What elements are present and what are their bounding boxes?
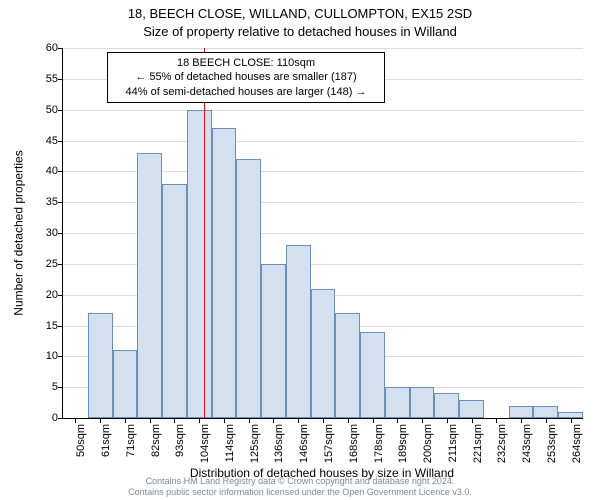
xtick-mark [472,418,473,423]
xtick-mark [125,418,126,423]
ytick-label: 15 [8,320,58,332]
ytick-mark [58,418,63,419]
ytick-label: 30 [8,227,58,239]
bar [187,110,212,418]
chart-container: 18, BEECH CLOSE, WILLAND, CULLOMPTON, EX… [0,0,600,500]
ytick-label: 45 [8,135,58,147]
xtick-mark [571,418,572,423]
gridline [63,110,583,111]
xtick-mark [150,418,151,423]
bar [311,289,336,419]
bar [261,264,286,418]
ytick-label: 20 [8,289,58,301]
xtick-mark [521,418,522,423]
bar [410,387,435,418]
bar [533,406,558,418]
xtick-mark [298,418,299,423]
chart-title-sub: Size of property relative to detached ho… [0,24,600,39]
chart-title-main: 18, BEECH CLOSE, WILLAND, CULLOMPTON, EX… [0,6,600,21]
bar [509,406,534,418]
ytick-label: 55 [8,73,58,85]
ytick-mark [58,141,63,142]
callout-line2: ← 55% of detached houses are smaller (18… [114,70,378,84]
callout-line1: 18 BEECH CLOSE: 110sqm [114,56,378,70]
xtick-mark [224,418,225,423]
xtick-mark [323,418,324,423]
ytick-label: 10 [8,350,58,362]
ytick-mark [58,202,63,203]
bar [459,400,484,419]
xtick-mark [75,418,76,423]
bar [360,332,385,418]
bar [236,159,261,418]
xtick-mark [546,418,547,423]
ytick-mark [58,356,63,357]
plot-area: 50sqm61sqm71sqm82sqm93sqm104sqm114sqm125… [62,48,583,419]
xtick-mark [496,418,497,423]
callout-box: 18 BEECH CLOSE: 110sqm ← 55% of detached… [107,52,385,103]
ytick-mark [58,110,63,111]
ytick-mark [58,233,63,234]
bar [335,313,360,418]
ytick-label: 40 [8,165,58,177]
bar [286,245,311,418]
xtick-mark [273,418,274,423]
xtick-mark [348,418,349,423]
xtick-mark [249,418,250,423]
ytick-mark [58,48,63,49]
bar [434,393,459,418]
ytick-label: 5 [8,381,58,393]
callout-line3: 44% of semi-detached houses are larger (… [114,85,378,99]
bar [88,313,113,418]
xtick-mark [199,418,200,423]
ytick-mark [58,171,63,172]
xtick-mark [100,418,101,423]
ytick-label: 25 [8,258,58,270]
xtick-mark [373,418,374,423]
ytick-label: 60 [8,42,58,54]
ytick-mark [58,295,63,296]
bar [113,350,138,418]
ytick-label: 0 [8,412,58,424]
marker-line [204,48,205,418]
ytick-mark [58,326,63,327]
bar [162,184,187,418]
footer-line2: Contains public sector information licen… [0,487,600,498]
bar [385,387,410,418]
xtick-mark [174,418,175,423]
footer-line1: Contains HM Land Registry data © Crown c… [0,476,600,487]
xtick-mark [422,418,423,423]
ytick-mark [58,79,63,80]
bar [212,128,237,418]
bar [137,153,162,418]
xtick-mark [397,418,398,423]
xtick-mark [447,418,448,423]
ytick-label: 50 [8,104,58,116]
gridline [63,48,583,49]
ytick-label: 35 [8,196,58,208]
ytick-mark [58,264,63,265]
ytick-mark [58,387,63,388]
footer-attribution: Contains HM Land Registry data © Crown c… [0,476,600,499]
gridline [63,141,583,142]
